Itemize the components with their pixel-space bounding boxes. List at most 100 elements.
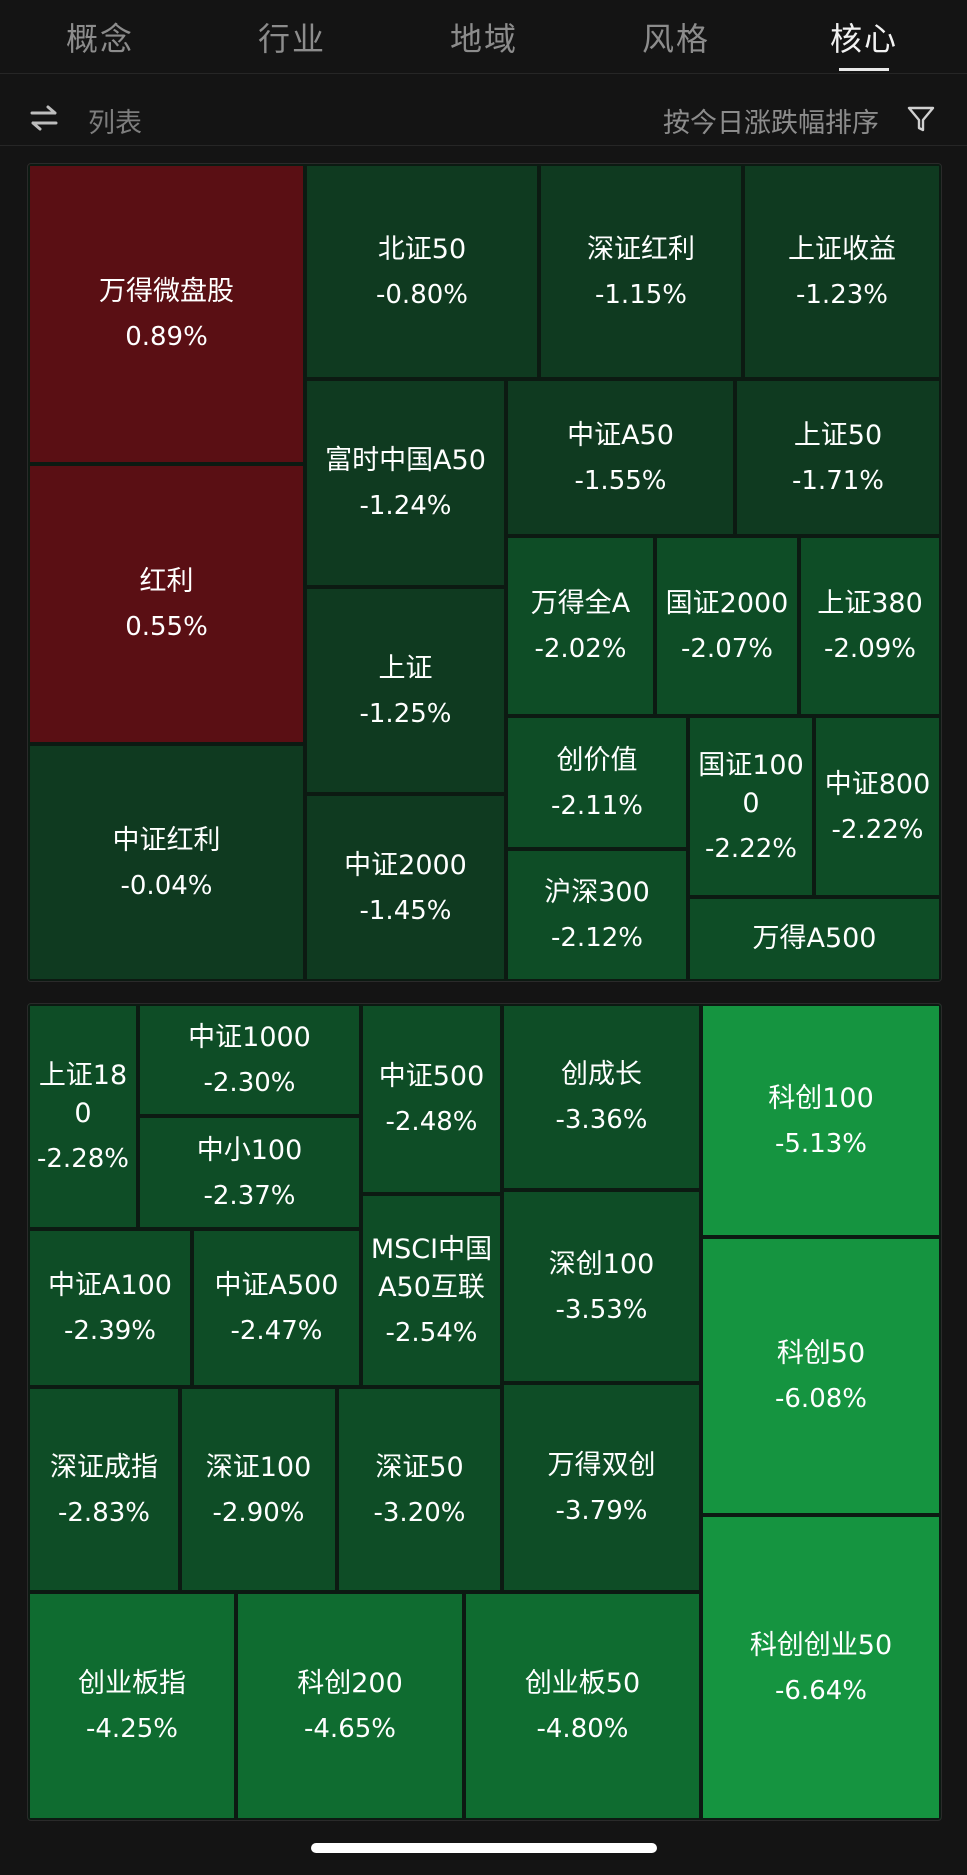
index-tile[interactable]: 中证500 -2.48% (361, 1004, 502, 1194)
index-name: 富时中国A50 (325, 445, 486, 476)
tab-concept[interactable]: 概念 (65, 20, 134, 58)
index-name: 万得全A (530, 588, 631, 619)
index-change: -4.80% (536, 1714, 629, 1744)
index-tile[interactable]: 科创创业50 -6.64% (701, 1515, 941, 1820)
index-change: -2.90% (212, 1497, 305, 1528)
index-tile[interactable]: 创价值 -2.11% (506, 716, 688, 849)
index-name: 红利 (139, 566, 194, 597)
index-tile[interactable]: MSCI中国A50互联 -2.54% (361, 1194, 502, 1387)
index-tile[interactable]: 北证50 -0.80% (305, 164, 539, 379)
index-tile[interactable]: 深证红利 -1.15% (539, 164, 743, 379)
index-change: -2.02% (534, 634, 627, 664)
index-tile[interactable]: 红利 0.55% (28, 464, 305, 744)
index-tile[interactable]: 万得微盘股 0.89% (28, 164, 305, 464)
index-name: 中证1000 (188, 1022, 311, 1053)
index-name: 科创200 (297, 1668, 403, 1699)
index-name: 创业板50 (524, 1668, 641, 1699)
tab-region[interactable]: 地域 (449, 20, 518, 58)
index-tile[interactable]: 富时中国A50 -1.24% (305, 379, 506, 587)
index-change: -2.83% (58, 1497, 150, 1528)
index-change: -2.22% (831, 814, 924, 845)
index-name: 中证A50 (567, 419, 674, 451)
index-name: 创成长 (561, 1059, 642, 1090)
index-tile[interactable]: 中证红利 -0.04% (28, 744, 305, 981)
index-change: -6.64% (775, 1675, 867, 1706)
index-tile[interactable]: 国证1000 -2.22% (688, 716, 814, 897)
index-change: -0.80% (376, 279, 468, 310)
index-tile[interactable]: 上证 -1.25% (305, 587, 506, 794)
index-name: 科创50 (776, 1338, 866, 1369)
index-tile[interactable]: 中小100 -2.37% (138, 1116, 361, 1229)
index-name: 中证500 (378, 1061, 485, 1092)
index-tile[interactable]: 创业板50 -4.80% (464, 1592, 701, 1820)
index-tile[interactable]: 深证成指 -2.83% (28, 1387, 180, 1592)
index-change: -3.79% (555, 1495, 648, 1526)
index-change: -2.47% (230, 1316, 323, 1346)
index-change: -3.36% (555, 1105, 648, 1135)
index-name: 国证1000 (698, 749, 804, 819)
index-tile[interactable]: 创成长 -3.36% (502, 1004, 701, 1190)
index-name: 深创100 (548, 1248, 655, 1280)
treemap-core-indices-bottom: 上证180 -2.28% 中证1000 -2.30% 中小100 -2.37% 中证500 -… (27, 1003, 942, 1821)
index-tile[interactable]: 创业板指 -4.25% (28, 1592, 236, 1820)
index-tile[interactable]: 中证A100 -2.39% (28, 1229, 192, 1387)
category-tabs: 概念 行业 地域 风格 核心 (0, 0, 967, 72)
index-name: MSCI中国A50互联 (370, 1233, 493, 1303)
index-tile[interactable]: 中证A50 -1.55% (506, 379, 735, 536)
index-change: -1.23% (796, 279, 888, 310)
index-change: -4.65% (304, 1714, 396, 1744)
index-tile[interactable]: 沪深300 -2.12% (506, 849, 688, 981)
index-tile[interactable]: 万得全A -2.02% (506, 536, 655, 716)
index-tile[interactable]: 深证50 -3.20% (337, 1387, 502, 1592)
index-name: 万得微盘股 (99, 276, 234, 307)
index-tile[interactable]: 科创100 -5.13% (701, 1004, 941, 1237)
swap-arrows-icon[interactable] (28, 102, 60, 134)
home-indicator (311, 1843, 657, 1853)
index-tile[interactable]: 万得双创 -3.79% (502, 1383, 701, 1592)
index-tile[interactable]: 上证380 -2.09% (799, 536, 941, 716)
index-tile[interactable]: 深证100 -2.90% (180, 1387, 337, 1592)
index-tile[interactable]: 上证180 -2.28% (28, 1004, 138, 1229)
index-tile[interactable]: 国证2000 -2.07% (655, 536, 799, 716)
index-tile[interactable]: 中证800 -2.22% (814, 716, 941, 897)
index-name: 中证A500 (214, 1270, 339, 1301)
index-tile[interactable]: 科创50 -6.08% (701, 1237, 941, 1515)
treemap-core-indices-top: 万得微盘股 0.89% 红利 0.55% 中证红利 -0.04% 北证50 -0.80% 深证红… (27, 163, 942, 982)
index-tile[interactable]: 中证A500 -2.47% (192, 1229, 361, 1387)
funnel-filter-icon[interactable] (906, 104, 936, 134)
index-name: 中证红利 (112, 824, 221, 856)
index-name: 上证收益 (788, 233, 896, 265)
list-view-toggle[interactable]: 列表 (88, 108, 142, 139)
index-name: 上证380 (817, 588, 923, 619)
index-name: 深证100 (205, 1451, 312, 1483)
index-change: -2.37% (203, 1180, 296, 1211)
index-tile[interactable]: 万得A500 (688, 897, 941, 981)
index-name: 创业板指 (78, 1668, 186, 1699)
tab-style[interactable]: 风格 (641, 20, 710, 58)
index-tile[interactable]: 上证50 -1.71% (735, 379, 941, 536)
toolbar-divider (0, 145, 967, 146)
index-change: -3.20% (373, 1497, 466, 1528)
index-change: -1.55% (574, 465, 667, 496)
index-change: -2.12% (551, 923, 643, 953)
index-name: 中证A100 (47, 1270, 172, 1301)
sort-option[interactable]: 按今日涨跌幅排序 (663, 108, 879, 139)
index-change: -1.71% (792, 465, 884, 496)
index-change: -2.48% (385, 1107, 478, 1137)
index-tile[interactable]: 上证收益 -1.23% (743, 164, 941, 379)
index-name: 万得双创 (547, 1449, 656, 1481)
tab-industry[interactable]: 行业 (257, 20, 326, 58)
index-tile[interactable]: 中证2000 -1.45% (305, 794, 506, 981)
index-tile[interactable]: 中证1000 -2.30% (138, 1004, 361, 1116)
index-name: 科创100 (768, 1082, 874, 1114)
index-change: -1.25% (359, 698, 452, 729)
index-change: -1.45% (359, 895, 452, 926)
index-name: 深证50 (375, 1451, 464, 1483)
index-name: 万得A500 (752, 923, 877, 954)
tab-core[interactable]: 核心 (829, 20, 898, 58)
active-tab-indicator (839, 68, 889, 71)
index-tile[interactable]: 科创200 -4.65% (236, 1592, 464, 1820)
index-name: 中小100 (196, 1134, 303, 1166)
index-tile[interactable]: 深创100 -3.53% (502, 1190, 701, 1383)
index-name: 创价值 (556, 744, 638, 776)
